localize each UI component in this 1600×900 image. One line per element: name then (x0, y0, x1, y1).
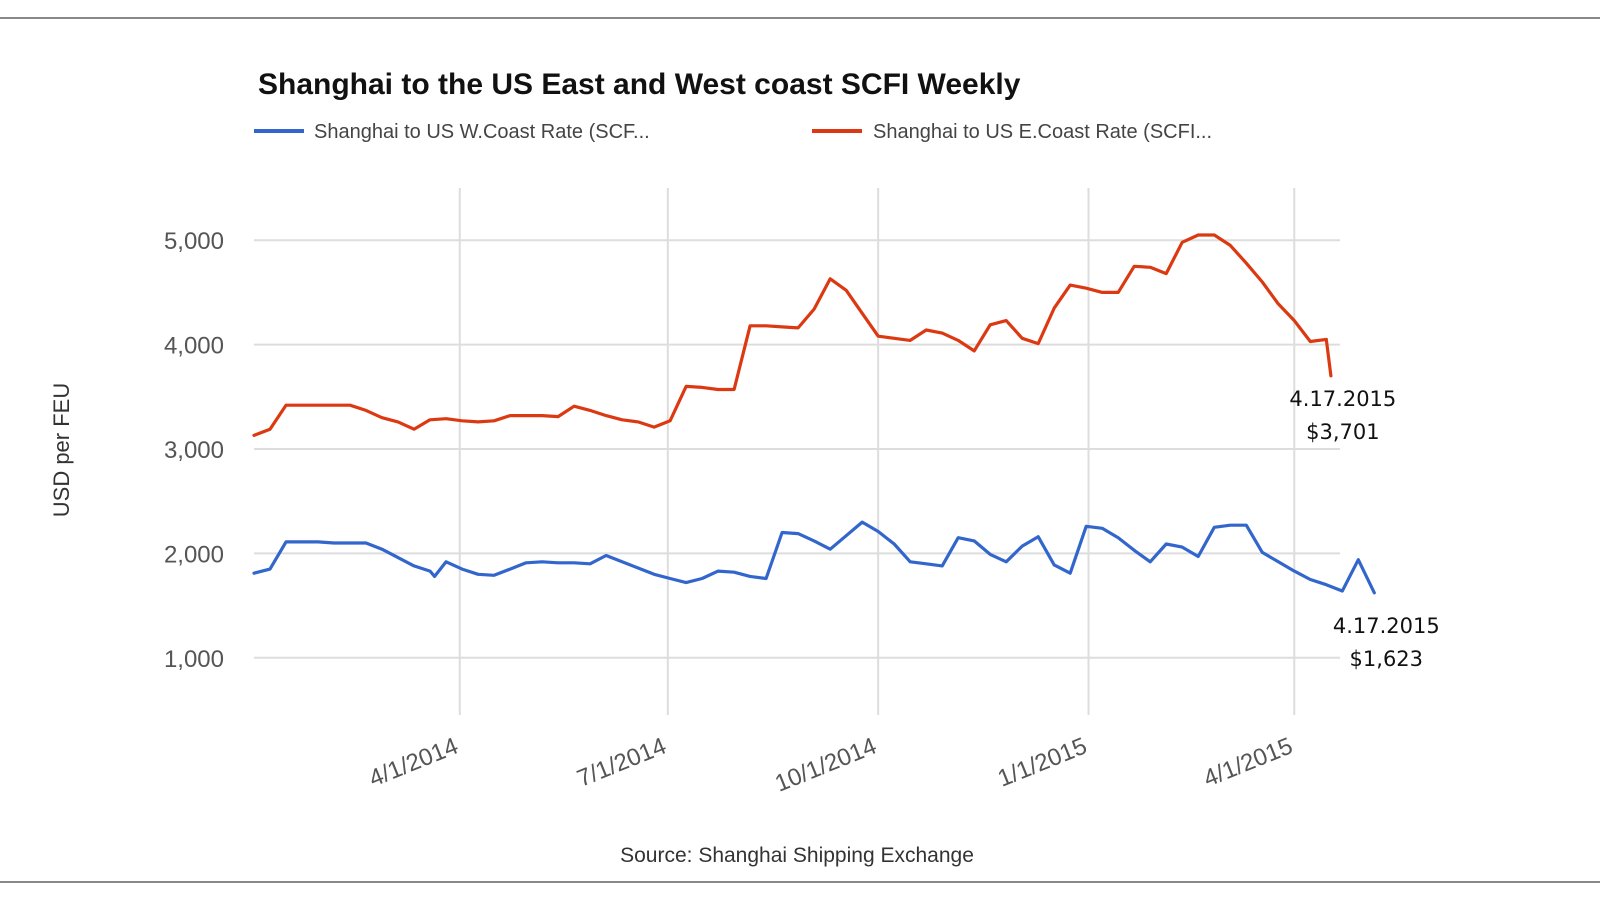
legend: Shanghai to US W.Coast Rate (SCF... Shan… (254, 121, 1212, 143)
series-lines (252, 233, 1376, 595)
legend-label-east: Shanghai to US E.Coast Rate (SCFI... (873, 121, 1212, 143)
source-note: Source: Shanghai Shipping Exchange (620, 844, 974, 867)
grid (254, 188, 1340, 715)
y-tick-label: 4,000 (164, 333, 224, 360)
y-tick-label: 3,000 (164, 437, 224, 464)
x-tick-label: 7/1/2014 (573, 733, 670, 793)
x-tick-label: 1/1/2015 (994, 733, 1091, 793)
annotations: 4.17.2015 $3,701 4.17.2015 $1,623 (1289, 387, 1439, 671)
y-axis-ticks: 1,000 2,000 3,000 4,000 5,000 (164, 228, 224, 673)
x-tick-label: 10/1/2014 (771, 733, 880, 798)
end-value-annotation: $3,701 (1306, 420, 1379, 444)
y-axis-label: USD per FEU (49, 383, 74, 517)
end-value-annotation: 4.17.2015 (1289, 387, 1396, 411)
y-tick-label: 2,000 (164, 541, 224, 568)
x-tick-label: 4/1/2015 (1200, 733, 1297, 793)
series-line-west-coast (252, 520, 1376, 595)
y-tick-label: 5,000 (164, 228, 224, 255)
end-value-annotation: 4.17.2015 (1333, 614, 1440, 638)
x-tick-label: 4/1/2014 (365, 733, 462, 793)
chart-title: Shanghai to the US East and West coast S… (258, 68, 1021, 101)
x-axis-ticks: 4/1/2014 7/1/2014 10/1/2014 1/1/2015 4/1/201… (365, 733, 1296, 798)
y-tick-label: 1,000 (164, 646, 224, 673)
legend-label-west: Shanghai to US W.Coast Rate (SCF... (314, 121, 650, 143)
end-value-annotation: $1,623 (1350, 647, 1423, 671)
series-line-east-coast (252, 233, 1333, 437)
